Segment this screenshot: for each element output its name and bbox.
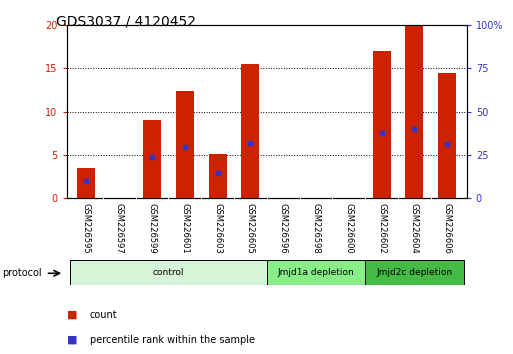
Bar [438, 73, 456, 198]
Bar [143, 120, 161, 198]
Bar [209, 154, 227, 198]
Bar [241, 64, 260, 198]
Text: ■: ■ [67, 310, 77, 320]
Text: GSM226598: GSM226598 [311, 203, 321, 254]
Text: control: control [152, 268, 184, 277]
Text: Jmjd2c depletion: Jmjd2c depletion [377, 268, 452, 277]
Text: GSM226600: GSM226600 [344, 203, 353, 254]
Text: GSM226605: GSM226605 [246, 203, 255, 254]
Text: GSM226596: GSM226596 [279, 203, 288, 254]
Text: GSM226597: GSM226597 [115, 203, 124, 254]
Text: GSM226603: GSM226603 [213, 203, 222, 254]
Text: count: count [90, 310, 117, 320]
Text: ■: ■ [67, 335, 77, 345]
Bar [405, 25, 423, 198]
Text: Jmjd1a depletion: Jmjd1a depletion [278, 268, 354, 277]
Text: protocol: protocol [3, 268, 42, 278]
Text: GSM226595: GSM226595 [82, 203, 91, 254]
Bar [372, 51, 390, 198]
Text: GSM226606: GSM226606 [443, 203, 451, 254]
Text: GSM226601: GSM226601 [180, 203, 189, 254]
Text: GSM226599: GSM226599 [147, 203, 156, 254]
Bar [365, 260, 464, 285]
Text: GSM226602: GSM226602 [377, 203, 386, 254]
Text: percentile rank within the sample: percentile rank within the sample [90, 335, 255, 345]
Bar [176, 91, 194, 198]
Text: GSM226604: GSM226604 [410, 203, 419, 254]
Bar [77, 168, 95, 198]
Bar [267, 260, 365, 285]
Bar [70, 260, 267, 285]
Text: GDS3037 / 4120452: GDS3037 / 4120452 [56, 14, 196, 28]
